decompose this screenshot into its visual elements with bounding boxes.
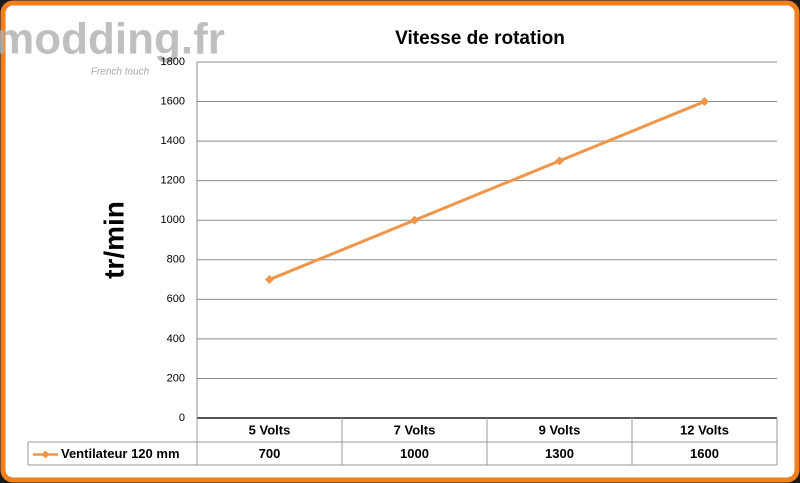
point: [410, 215, 419, 225]
table-value: 1300: [545, 446, 574, 461]
line: [268, 100, 706, 281]
x-tick-label: 5 Volts: [249, 422, 291, 437]
y-tick-label: 0: [179, 412, 185, 424]
y-tick-label: 1000: [161, 214, 185, 226]
point: [555, 156, 564, 166]
y-axis-title: tr/min: [98, 201, 129, 279]
y-tick-label: 400: [167, 333, 185, 345]
table-value: 1600: [690, 446, 719, 461]
y-tick-label: 200: [167, 372, 185, 384]
x-tick-label: 12 Volts: [680, 422, 729, 437]
table-value: 1000: [400, 446, 429, 461]
x-tick-label: 7 Volts: [394, 422, 436, 437]
y-tick-label: 600: [167, 293, 185, 305]
y-tick-label: 1400: [161, 135, 185, 147]
y-tick-label: 1200: [161, 175, 185, 187]
chart-title: Vitesse de rotation: [395, 28, 565, 49]
x-tick-label: 9 Volts: [539, 422, 581, 437]
point: [700, 97, 709, 107]
watermark: modding.fr: [0, 15, 225, 64]
point: [265, 275, 274, 285]
y-tick-label: 1800: [161, 56, 185, 68]
legend-label: Ventilateur 120 mm: [61, 446, 180, 461]
table-value: 700: [259, 446, 281, 461]
watermark-tagline: French touch: [91, 67, 150, 78]
legend-marker: [41, 450, 50, 459]
y-tick-label: 1600: [161, 95, 185, 107]
y-tick-label: 800: [167, 254, 185, 266]
